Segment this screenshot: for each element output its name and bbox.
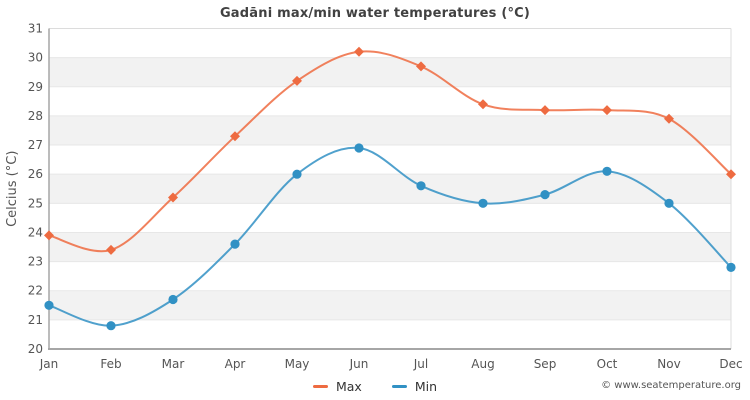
y-tick-label: 28	[28, 109, 43, 123]
min-marker	[168, 294, 178, 305]
plot-band	[49, 174, 731, 204]
y-tick-label: 26	[28, 167, 43, 181]
x-tick-label: Jan	[39, 357, 59, 371]
y-tick-label: 31	[28, 22, 43, 36]
copyright-text: © www.seatemperature.org	[601, 380, 741, 391]
x-tick-label: May	[285, 357, 310, 371]
x-tick-label: Jul	[413, 357, 428, 371]
x-tick-label: Nov	[657, 357, 680, 371]
max-marker	[106, 244, 116, 255]
min-marker	[292, 169, 302, 179]
max-marker	[44, 230, 54, 241]
plot-band	[49, 232, 731, 262]
min-marker	[478, 198, 488, 208]
chart-title: Gadāni max/min water temperatures (°C)	[219, 6, 531, 21]
x-tick-label: Apr	[225, 357, 246, 371]
x-tick-label: Aug	[471, 357, 494, 371]
min-marker	[726, 262, 736, 272]
legend-label-min: Min	[414, 379, 438, 394]
y-axis-title: Celcius (°C)	[5, 151, 20, 227]
max-marker	[230, 131, 240, 142]
max-marker	[168, 192, 178, 203]
min-marker	[44, 300, 54, 310]
y-tick-label: 21	[28, 313, 43, 327]
y-tick-label: 29	[28, 80, 43, 94]
max-marker	[602, 105, 612, 116]
min-marker	[540, 190, 550, 200]
x-tick-label: Mar	[162, 357, 185, 371]
y-tick-label: 25	[28, 196, 43, 210]
plot-band	[49, 57, 731, 87]
max-marker	[478, 99, 488, 110]
y-tick-label: 22	[28, 284, 43, 298]
min-marker	[106, 321, 116, 331]
max-marker	[726, 169, 736, 180]
legend-item-min[interactable]: Min	[391, 379, 438, 394]
max-marker	[354, 46, 364, 57]
y-tick-label: 20	[28, 342, 43, 356]
min-marker	[602, 166, 612, 176]
min-marker	[230, 239, 240, 249]
legend-label-max: Max	[335, 379, 362, 394]
max-marker	[664, 113, 674, 124]
y-tick-label: 23	[28, 255, 43, 269]
x-tick-label: Jun	[349, 357, 369, 371]
x-tick-label: Sep	[534, 357, 557, 371]
max-marker	[416, 61, 426, 72]
min-marker	[664, 198, 674, 208]
y-tick-label: 30	[28, 51, 43, 65]
y-tick-label: 24	[28, 225, 43, 239]
plot-band	[49, 290, 731, 320]
legend-swatch-max	[312, 385, 328, 388]
min-marker	[354, 143, 364, 153]
max-line	[48, 50, 732, 253]
x-tick-label: Feb	[100, 357, 121, 371]
max-marker	[292, 75, 302, 86]
min-marker	[416, 181, 426, 191]
legend-item-max[interactable]: Max	[312, 379, 362, 394]
legend: Max Min	[0, 379, 750, 394]
plot-band	[49, 115, 731, 146]
max-marker	[540, 105, 550, 116]
y-tick-label: 27	[28, 138, 43, 152]
x-tick-label: Dec	[719, 357, 742, 371]
legend-swatch-min	[391, 385, 407, 388]
x-tick-label: Oct	[597, 357, 618, 371]
